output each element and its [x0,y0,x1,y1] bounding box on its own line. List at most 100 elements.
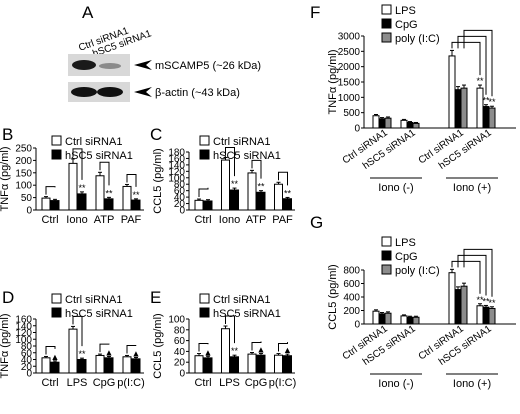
chart-f-y-axis-label: TNFα (pg/ml) [327,49,339,114]
chart-b-comparison-bracket [72,148,83,180]
panel-label-g: G [310,213,323,232]
chart-e-y-axis-label: CCL5 (pg/ml) [152,313,164,378]
chart-e-bar [203,357,213,374]
chart-f-bar [454,89,462,129]
chart-d-y-tick-label: 100 [15,335,32,346]
chart-d-comparison-bracket [45,345,56,355]
chart-e-significance-mark: ** [231,346,239,356]
chart-e-y-tick-label: 100 [168,315,185,326]
panel-label-b: B [2,125,13,144]
chart-b-significance-mark: ** [105,188,113,198]
chart-d-y-tick-label: 20 [21,362,33,373]
chart-c-comparison-bracket [225,146,235,177]
chart-b-bar [77,193,87,211]
chart-c-x-tick-label: Ctrl [194,214,211,226]
chart-e-significance-mark: ▲ [283,345,292,355]
chart-d-significance-mark: ** [78,349,86,359]
chart-b-significance-mark: ** [132,190,140,200]
chart-f-y-tick-label: 2500 [338,47,361,58]
chart-c-bar [203,200,213,211]
chart-b-bar [95,175,105,211]
chart-g-bar [482,306,490,325]
panel-label-a: A [82,3,94,22]
chart-g-comparison-bracket [451,260,481,294]
chart-f-y-tick-label: 1500 [338,78,361,89]
chart-c-y-tick-label: 40 [174,193,186,204]
chart-f: 0 500 1000 1500 2000 2500 3000 TNFα (pg/ml) LPS C… [327,4,516,194]
chart-g-legend-label: LPS [395,237,416,249]
chart-f-bar [448,55,456,129]
chart-c-bar [256,191,266,211]
chart-f-comparison-bracket [457,35,487,95]
chart-b-bar [131,199,141,211]
chart-c-legend-swatch [199,135,210,146]
chart-g-group-label: Iono (-) [378,378,413,390]
chart-c-y-tick-label: 120 [168,167,185,178]
chart-g: 0 200 400 600 800 CCL5 (pg/ml) LPS CpG poly (I:C… [327,236,516,390]
chart-b-x-tick-label: ATP [94,214,115,226]
chart-b-x-tick-label: PAF [121,214,142,226]
chart-b-significance-mark: ** [78,183,86,193]
chart-g-group-label: Iono (+) [453,378,491,390]
chart-e-y-tick-label: 80 [174,325,186,336]
chart-b-bar [104,198,114,211]
chart-g-legend-label: CpG [395,251,418,263]
chart-b-x-tick-label: Iono [66,214,87,226]
chart-d-significance-mark: ▲ [51,352,60,362]
chart-g-comparison-bracket [463,248,493,297]
chart-c-significance-mark: ** [257,182,265,192]
chart-g-y-tick-label: 400 [343,293,360,304]
chart-g-bar [400,315,408,325]
chart-d-y-tick-label: 0 [26,369,32,380]
panel-label-e: E [150,288,161,307]
chart-f-bar [384,117,392,129]
chart-g-significance-mark: ** [482,296,490,306]
chart-d-bar [77,359,87,374]
chart-d-bar [131,358,141,374]
chart-c-legend-swatch [199,149,210,160]
chart-f-bar [406,121,414,129]
chart-b-comparison-bracket [99,161,110,186]
chart-c-y-tick-label: 20 [174,199,186,210]
chart-e-bar [247,353,257,374]
chart-d-bar [68,328,78,374]
chart-b-legend-swatch [51,149,62,160]
chart-g-significance-mark: ** [476,295,484,305]
chart-f-bar [488,107,496,129]
chart-e-bar [221,328,230,374]
chart-g-bar [454,289,462,325]
chart-e-legend-swatch [199,293,210,304]
chart-g-comparison-bracket [457,254,487,296]
chart-d-bar [41,357,51,374]
chart-e-legend-label: hSC5 siRNA1 [213,308,281,320]
chart-b-legend-label: hSC5 siRNA1 [65,150,133,162]
chart-f-y-tick-label: 1000 [338,93,361,104]
chart-f-y-tick-label: 0 [354,124,360,135]
chart-d-bar [50,361,60,374]
chart-c-comparison-bracket [198,187,209,198]
chart-f-legend-swatch [381,18,392,29]
chart-d-comparison-bracket [126,344,137,354]
chart-d-y-tick-label: 120 [15,328,32,339]
chart-e-x-tick-label: CpG [245,377,268,389]
chart-f-group-label: Iono (+) [453,182,491,194]
chart-f-y-tick-label: 3000 [338,32,361,43]
chart-c-bar [283,198,292,211]
chart-g-bar [384,312,392,325]
band-actin-ctrl [71,87,97,97]
chart-c-legend-label: hSC5 siRNA1 [213,150,281,162]
chart-g-legend-label: poly (I:C) [395,265,440,277]
chart-f-bar [400,119,408,129]
chart-e-bar [194,355,204,374]
chart-g-y-tick-label: 200 [343,306,360,317]
chart-c-bar [230,189,239,211]
chart-g-y-axis-label: CCL5 (pg/ml) [327,264,339,329]
chart-e-bar [283,355,292,374]
chart-f-bar [476,87,484,129]
chart-d-y-tick-label: 160 [15,315,32,326]
chart-e-x-tick-label: Ctrl [194,377,211,389]
panel-label-f: F [310,3,320,22]
